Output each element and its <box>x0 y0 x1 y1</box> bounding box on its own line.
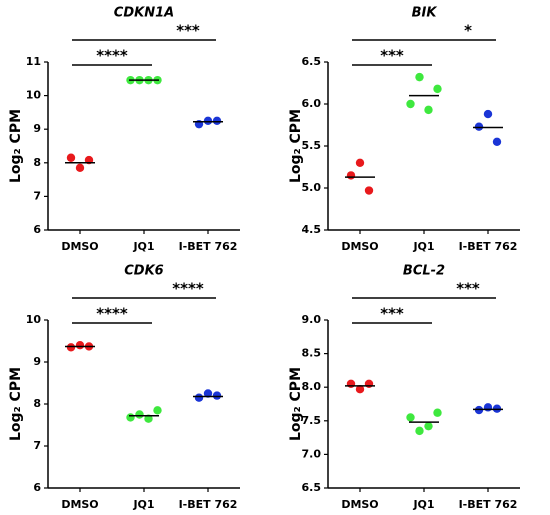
data-point <box>346 379 356 389</box>
y-tick-label: 8 <box>33 156 41 169</box>
data-point <box>433 408 442 417</box>
y-tick-label: 6.5 <box>302 481 322 494</box>
y-axis-label: Log₂ CPM <box>288 367 304 441</box>
y-tick-label: 6 <box>33 481 41 494</box>
significance-label: * <box>464 22 472 40</box>
panel-title: CDKN1A <box>114 6 174 21</box>
y-tick-label: 6.5 <box>302 55 322 68</box>
y-tick-label: 7 <box>33 189 41 202</box>
significance-label: *** <box>380 47 404 65</box>
significance-label: *** <box>380 305 404 323</box>
y-axis-label: Log₂ CPM <box>288 109 304 183</box>
y-tick-label: 7 <box>33 439 41 452</box>
data-point <box>135 410 144 419</box>
data-point <box>364 379 374 389</box>
y-tick-label: 7.0 <box>302 447 322 460</box>
data-point <box>346 171 356 180</box>
data-point <box>364 186 374 195</box>
data-point <box>406 99 415 109</box>
data-point <box>75 163 85 173</box>
y-tick-label: 8.5 <box>302 347 322 360</box>
data-point <box>355 158 365 167</box>
y-tick-label: 6 <box>33 223 41 236</box>
panel-title: BIK <box>412 6 438 21</box>
y-axis-label: Log₂ CPM <box>8 367 24 441</box>
data-point <box>424 105 433 115</box>
significance-label: *** <box>176 22 200 40</box>
data-point <box>212 391 222 400</box>
x-tick-label: JQ1 <box>412 240 434 253</box>
x-tick-label: I-BET 762 <box>459 498 518 511</box>
y-tick-label: 9.0 <box>302 313 322 326</box>
x-tick-label: DMSO <box>61 498 98 511</box>
significance-label: *** <box>456 280 480 298</box>
data-point <box>483 109 493 119</box>
y-tick-label: 6.0 <box>302 97 322 110</box>
data-point <box>126 413 135 422</box>
significance-label: **** <box>96 305 128 323</box>
panel-title: CDK6 <box>124 264 163 279</box>
significance-label: **** <box>96 47 128 65</box>
data-point <box>194 393 204 402</box>
y-tick-label: 8.0 <box>302 380 322 393</box>
data-point <box>153 406 162 415</box>
data-point <box>415 72 424 82</box>
data-point <box>474 122 484 131</box>
y-tick-label: 11 <box>26 55 41 68</box>
y-tick-label: 8 <box>33 397 41 410</box>
y-tick-label: 7.5 <box>302 414 322 427</box>
x-tick-label: JQ1 <box>132 498 154 511</box>
data-point <box>406 413 415 422</box>
x-tick-label: JQ1 <box>412 498 434 511</box>
y-tick-label: 5.5 <box>302 139 322 152</box>
data-point <box>424 421 433 431</box>
y-tick-label: 9 <box>33 355 41 368</box>
data-point <box>75 341 85 350</box>
y-tick-label: 10 <box>26 89 42 102</box>
significance-label: **** <box>172 280 204 298</box>
data-point <box>415 426 424 436</box>
data-point <box>66 343 76 352</box>
x-tick-label: I-BET 762 <box>179 498 238 511</box>
data-point <box>433 84 442 94</box>
y-tick-label: 10 <box>26 313 42 326</box>
panel-title: BCL-2 <box>403 264 445 279</box>
x-tick-label: JQ1 <box>132 240 154 253</box>
y-axis-label: Log₂ CPM <box>8 109 24 183</box>
y-tick-label: 4.5 <box>302 223 322 236</box>
y-tick-label: 9 <box>33 122 41 135</box>
y-tick-label: 5.0 <box>302 181 322 194</box>
data-point <box>483 403 493 412</box>
x-tick-label: DMSO <box>61 240 98 253</box>
x-tick-label: DMSO <box>341 498 378 511</box>
data-point <box>203 389 213 398</box>
x-tick-label: I-BET 762 <box>179 240 238 253</box>
x-tick-label: I-BET 762 <box>459 240 518 253</box>
x-tick-label: DMSO <box>341 240 378 253</box>
data-point <box>66 153 76 162</box>
data-point <box>492 137 502 146</box>
data-point <box>144 414 153 423</box>
data-point <box>203 116 213 126</box>
data-point <box>355 385 365 394</box>
data-point <box>212 116 222 126</box>
